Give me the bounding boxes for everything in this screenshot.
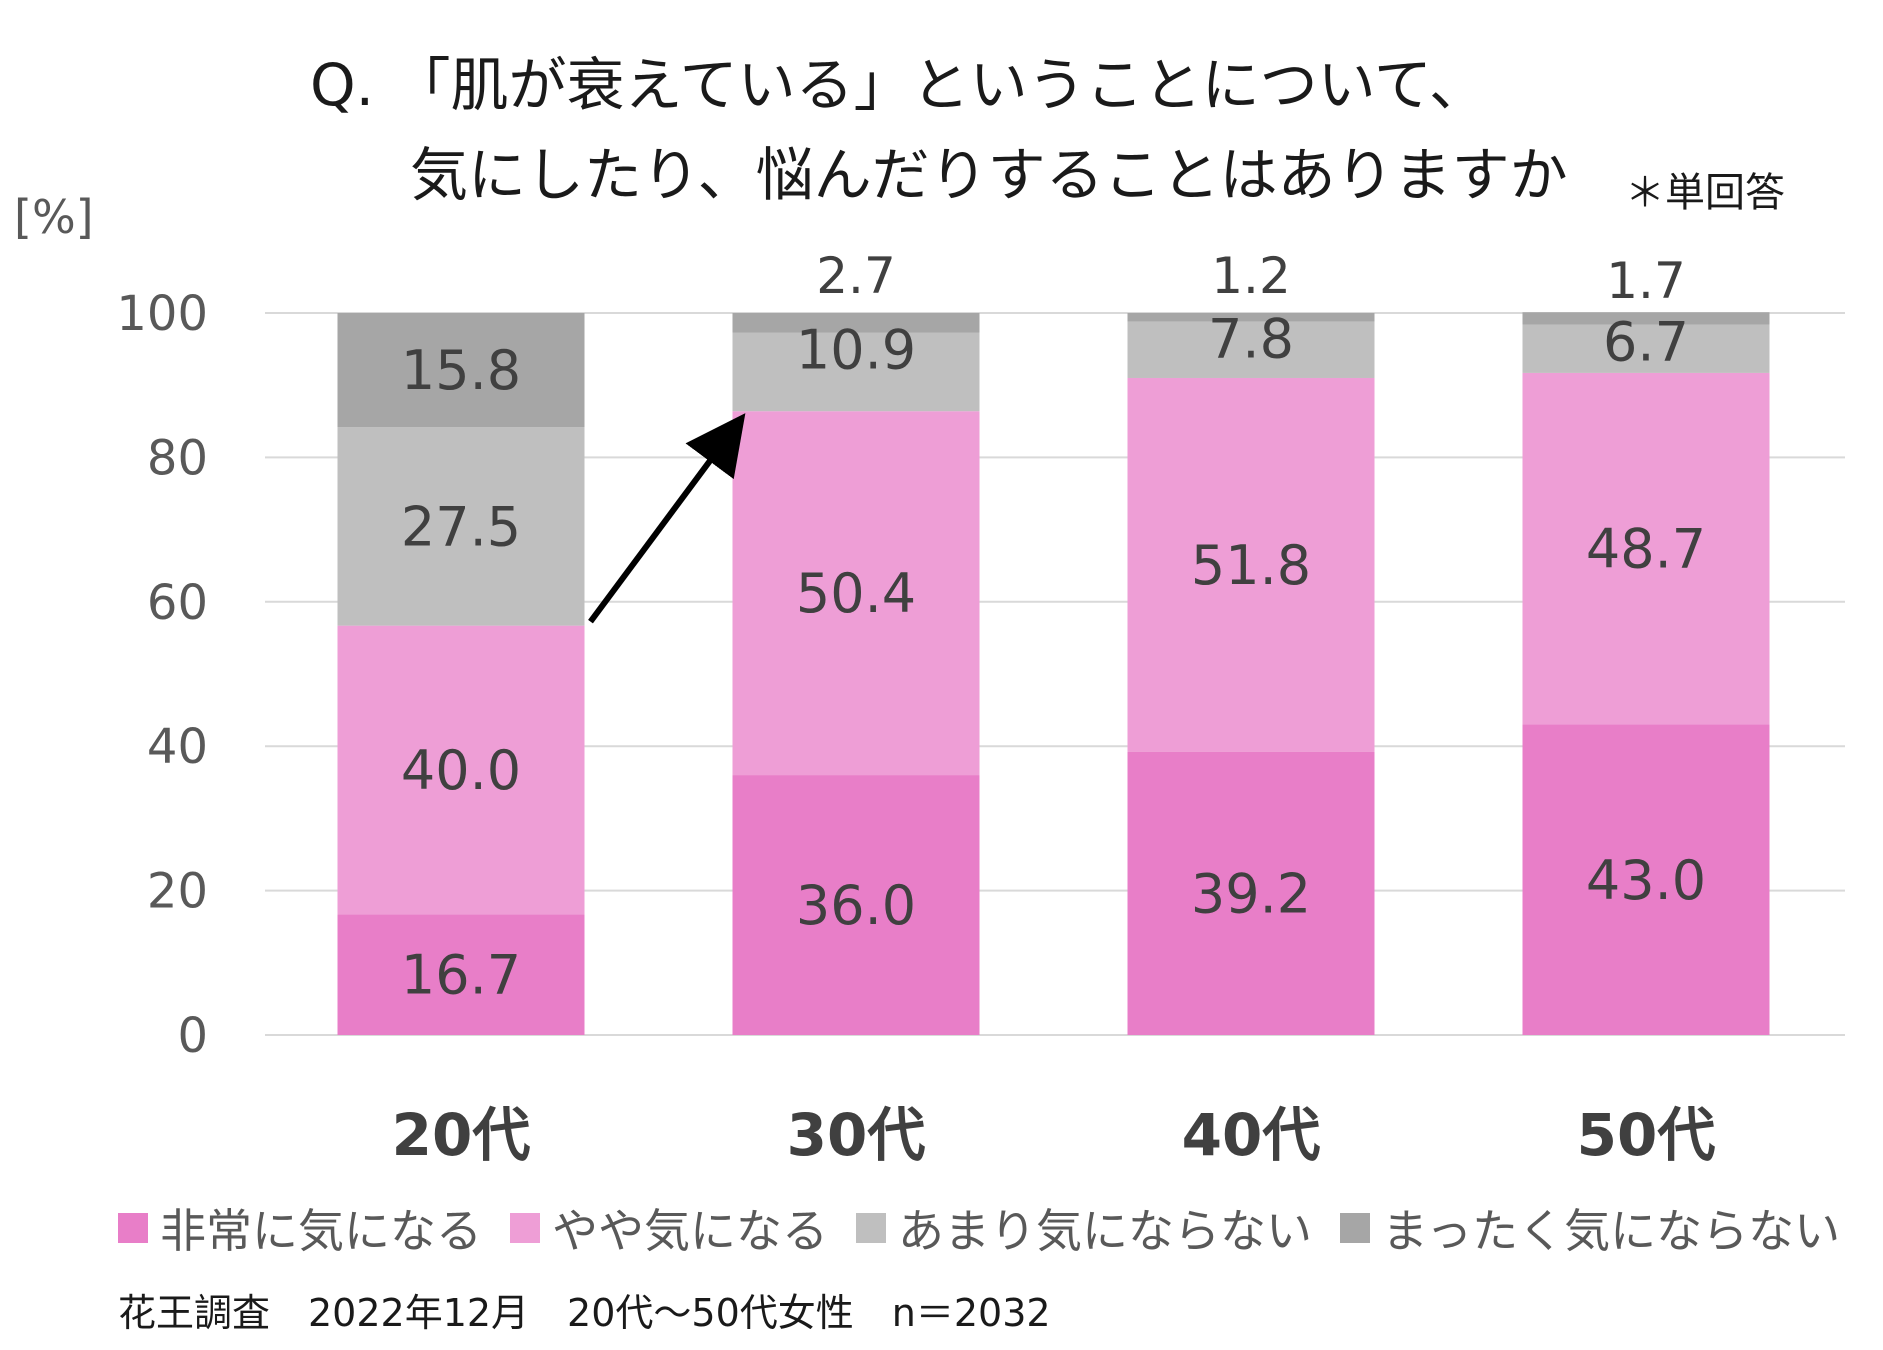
data-label: 43.0 (1586, 849, 1706, 912)
bar-segment (732, 332, 980, 412)
y-tick-label: 40 (147, 719, 208, 775)
y-tick-label: 80 (147, 430, 208, 486)
legend-swatch (856, 1213, 886, 1243)
bar-segment (1127, 313, 1375, 322)
legend-item: やや気になる (510, 1195, 828, 1261)
legend-swatch (1340, 1213, 1370, 1243)
bar-segment (337, 427, 585, 626)
bar-segment (1127, 377, 1375, 752)
legend-item: 非常に気になる (118, 1195, 482, 1261)
bar-segment (1522, 724, 1770, 1035)
category-label: 40代 (1182, 1101, 1321, 1169)
data-label: 27.5 (401, 495, 521, 558)
y-tick-label: 20 (147, 864, 208, 920)
y-tick-label: 60 (147, 575, 208, 631)
bar-segment (1127, 751, 1375, 1035)
chart-title-line1: Q. 「肌が衰えている」ということについて、 (310, 51, 1487, 119)
legend-item: あまり気にならない (856, 1195, 1312, 1261)
legend-item: まったく気にならない (1340, 1195, 1840, 1261)
data-label: 1.2 (1211, 247, 1291, 305)
answer-type-note: ＊単回答 (1625, 170, 1785, 216)
bar-segment (732, 313, 980, 333)
category-label: 30代 (787, 1101, 926, 1169)
bar-segment (1522, 312, 1770, 325)
category-label: 50代 (1577, 1101, 1716, 1169)
trend-arrow (588, 413, 746, 624)
y-tick-label: 100 (116, 286, 208, 342)
category-label: 20代 (392, 1101, 531, 1169)
data-label: 1.7 (1606, 252, 1686, 310)
data-label: 40.0 (401, 739, 521, 802)
legend-label: まったく気にならない (1382, 1204, 1841, 1258)
bar-segment (337, 313, 585, 428)
data-label: 51.8 (1191, 534, 1311, 597)
data-label: 10.9 (796, 318, 916, 381)
bar-segment (732, 775, 980, 1035)
legend-label: あまり気にならない (898, 1204, 1312, 1258)
legend: 非常に気になる やや気になる あまり気にならない まったく気にならない (118, 1195, 1868, 1261)
legend-swatch (510, 1213, 540, 1243)
data-label: 15.8 (401, 339, 521, 402)
legend-label: 非常に気になる (160, 1204, 482, 1258)
bar-segment (1522, 324, 1770, 373)
data-label: 2.7 (816, 247, 896, 305)
data-label: 7.8 (1208, 308, 1294, 371)
data-label: 39.2 (1191, 862, 1311, 925)
bar-segment (337, 914, 585, 1035)
bar-segment (1522, 372, 1770, 725)
legend-label: やや気になる (552, 1204, 828, 1258)
bar-segment (732, 411, 980, 776)
data-label: 16.7 (401, 944, 521, 1007)
chart-title-line2: 気にしたり、悩んだりすることはありますか (410, 141, 1568, 209)
data-label: 50.4 (796, 562, 916, 625)
data-label: 48.7 (1586, 518, 1706, 581)
stacked-bar-chart: 0 20 40 60 80 100 16.7 40.0 27.5 15.8 20代 36.0 50.4… (116, 247, 1845, 1169)
source-note: 花王調査 2022年12月 20代～50代女性 n＝2032 (118, 1291, 1051, 1335)
y-axis-unit: [%] (14, 190, 94, 244)
y-tick-label: 0 (177, 1008, 208, 1064)
legend-swatch (118, 1213, 148, 1243)
data-label: 36.0 (796, 874, 916, 937)
bar-segment (337, 625, 585, 915)
data-label: 6.7 (1603, 311, 1689, 374)
bar-segment (1127, 321, 1375, 378)
